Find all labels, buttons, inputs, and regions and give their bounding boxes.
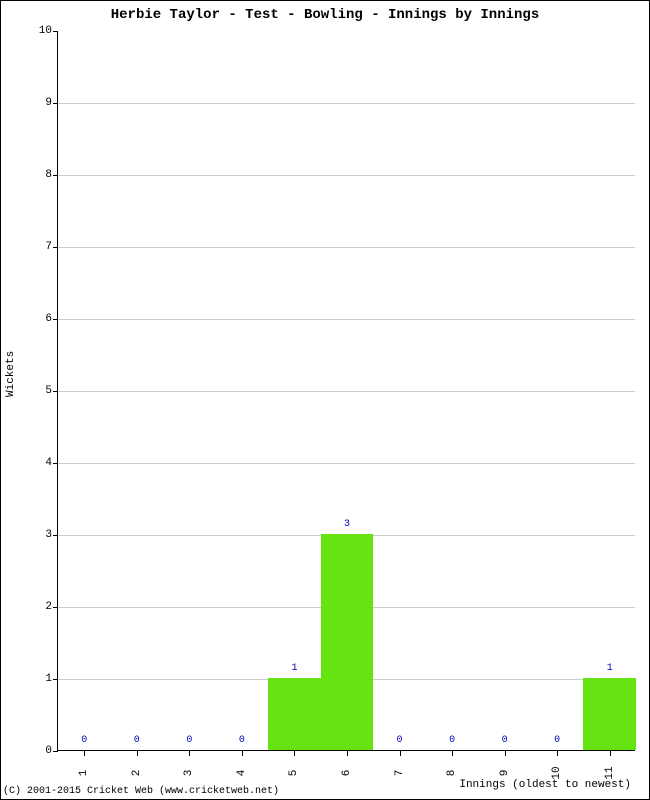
x-tick-mark (400, 751, 401, 756)
gridline-h (58, 175, 635, 176)
x-tick-label: 11 (604, 766, 616, 779)
y-tick-mark (53, 319, 58, 320)
y-tick-mark (53, 607, 58, 608)
x-tick-label: 2 (131, 770, 143, 777)
x-tick-label: 6 (341, 770, 353, 777)
gridline-h (58, 391, 635, 392)
gridline-h (58, 247, 635, 248)
y-tick-mark (53, 247, 58, 248)
y-tick-mark (53, 679, 58, 680)
y-tick-label: 2 (32, 601, 52, 613)
y-tick-label: 1 (32, 673, 52, 685)
y-tick-label: 4 (32, 457, 52, 469)
x-tick-mark (189, 751, 190, 756)
bar (321, 534, 374, 750)
bar-value-label: 3 (344, 519, 350, 530)
x-tick-mark (557, 751, 558, 756)
y-tick-label: 6 (32, 313, 52, 325)
y-tick-label: 3 (32, 529, 52, 541)
y-tick-mark (53, 751, 58, 752)
x-tick-mark (452, 751, 453, 756)
bar (268, 678, 321, 750)
gridline-h (58, 463, 635, 464)
plot-area: 012345678910010203041536070809010111Inni… (57, 31, 635, 751)
bar-value-label: 0 (449, 735, 455, 746)
y-tick-label: 9 (32, 97, 52, 109)
x-tick-label: 3 (183, 770, 195, 777)
y-tick-label: 7 (32, 241, 52, 253)
y-tick-mark (53, 31, 58, 32)
y-axis-title: Wickets (5, 351, 17, 397)
copyright-text: (C) 2001-2015 Cricket Web (www.cricketwe… (3, 786, 279, 797)
x-axis-title: Innings (oldest to newest) (459, 779, 631, 791)
chart-container: Herbie Taylor - Test - Bowling - Innings… (0, 0, 650, 800)
x-tick-mark (294, 751, 295, 756)
x-tick-mark (84, 751, 85, 756)
gridline-h (58, 319, 635, 320)
x-tick-mark (242, 751, 243, 756)
x-tick-label: 9 (499, 770, 511, 777)
bar-value-label: 1 (291, 663, 297, 674)
x-tick-label: 7 (394, 770, 406, 777)
chart-title: Herbie Taylor - Test - Bowling - Innings… (1, 7, 649, 23)
y-tick-mark (53, 391, 58, 392)
y-tick-mark (53, 535, 58, 536)
y-tick-label: 5 (32, 385, 52, 397)
x-tick-label: 5 (288, 770, 300, 777)
bar-value-label: 0 (81, 735, 87, 746)
bar-value-label: 0 (239, 735, 245, 746)
x-tick-mark (137, 751, 138, 756)
x-tick-label: 8 (446, 770, 458, 777)
y-tick-label: 0 (32, 745, 52, 757)
y-tick-mark (53, 175, 58, 176)
y-tick-mark (53, 463, 58, 464)
x-tick-label: 4 (236, 770, 248, 777)
bar-value-label: 0 (397, 735, 403, 746)
bar (583, 678, 636, 750)
x-tick-label: 10 (551, 766, 563, 779)
x-tick-mark (610, 751, 611, 756)
bar-value-label: 0 (502, 735, 508, 746)
gridline-h (58, 103, 635, 104)
y-tick-label: 8 (32, 169, 52, 181)
bar-value-label: 0 (554, 735, 560, 746)
bar-value-label: 1 (607, 663, 613, 674)
x-tick-mark (347, 751, 348, 756)
bar-value-label: 0 (134, 735, 140, 746)
bar-value-label: 0 (186, 735, 192, 746)
x-tick-mark (505, 751, 506, 756)
y-tick-mark (53, 103, 58, 104)
x-tick-label: 1 (78, 770, 90, 777)
y-tick-label: 10 (32, 25, 52, 37)
